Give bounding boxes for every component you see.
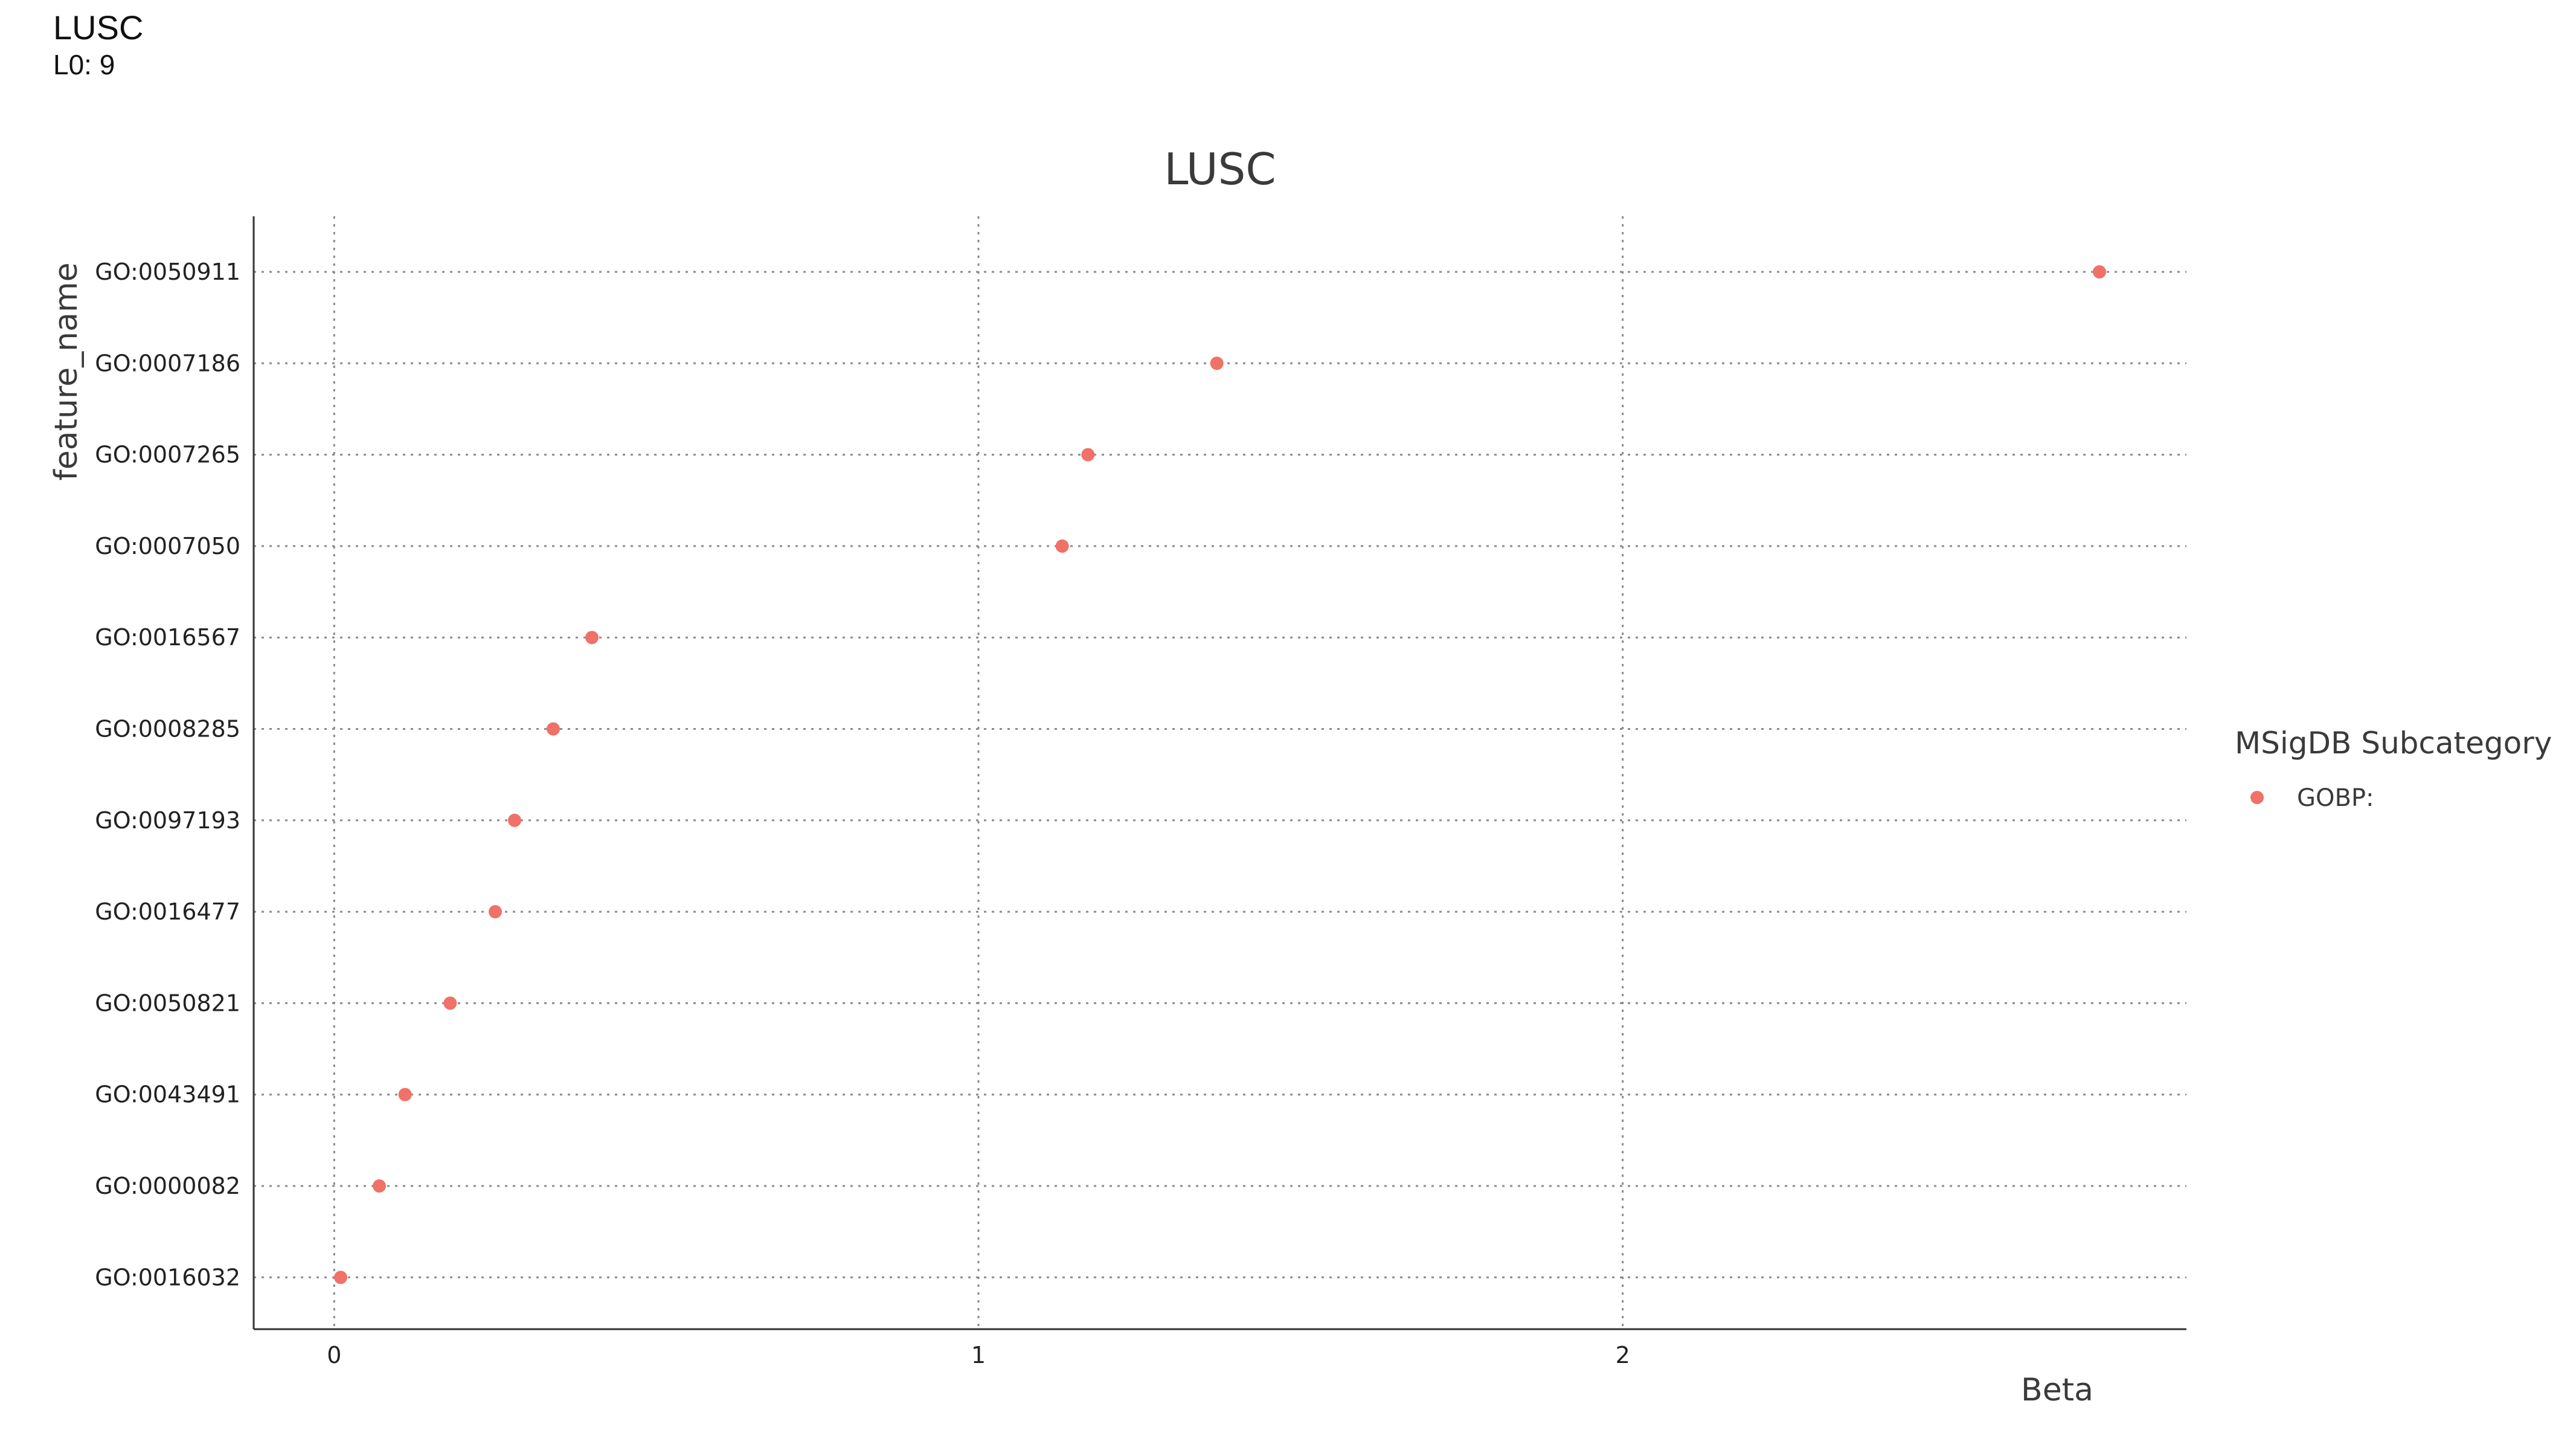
x-tick-label: 1 [971,1342,986,1368]
y-tick-label: GO:0097193 [95,807,240,834]
y-tick-label: GO:0007265 [95,442,240,468]
data-point [443,996,457,1010]
legend-title: MSigDB Subcategory [2235,726,2552,761]
data-point [334,1271,347,1284]
x-tick-labels: 0 1 2 [327,1342,1630,1368]
x-axis-title: Beta [2021,1372,2093,1408]
x-tick-label: 0 [327,1342,341,1368]
legend-swatch [2250,791,2264,804]
data-point [1081,448,1094,462]
data-point [489,905,502,918]
data-point [1210,356,1224,370]
y-tick-label: GO:0000082 [95,1173,240,1199]
y-tick-label: GO:0043491 [95,1081,240,1108]
legend-label: GOBP: [2297,784,2374,812]
y-tick-label: GO:0050821 [95,990,240,1016]
data-point [585,631,599,644]
y-tick-label: GO:0007186 [95,350,240,376]
x-tick-label: 2 [1616,1342,1630,1368]
grid-layer [254,216,2186,1329]
chart-title: LUSC [1164,144,1276,195]
data-point [373,1179,386,1193]
y-tick-label: GO:0008285 [95,716,240,743]
axis-layer [254,216,2186,1329]
data-point [547,723,560,736]
data-point [2093,265,2106,279]
data-point [399,1088,412,1101]
data-points [334,265,2106,1284]
y-tick-labels: GO:0050911 GO:0007186 GO:0007265 GO:0007050… [95,259,240,1290]
y-tick-label: GO:0007050 [95,533,240,559]
legend: MSigDB Subcategory GOBP: [2235,726,2552,812]
y-tick-label: GO:0050911 [95,259,240,285]
data-point [508,814,521,827]
data-point [1056,540,1069,553]
y-tick-label: GO:0016567 [95,624,240,651]
y-tick-label: GO:0016032 [95,1264,240,1290]
y-axis-title: feature_name [48,262,85,480]
y-tick-label: GO:0016477 [95,898,240,925]
